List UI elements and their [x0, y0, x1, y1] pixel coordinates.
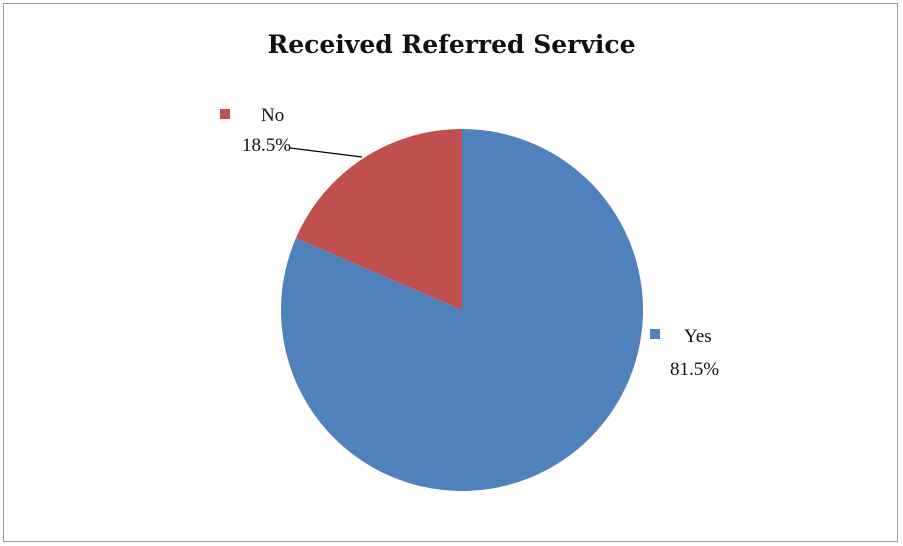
slice-label-no: No [261, 105, 284, 126]
chart-title: Received Referred Service [267, 30, 636, 59]
pie-slice-no [295, 129, 462, 310]
slice-label-yes: Yes [684, 326, 712, 347]
slice-value-no: 18.5% [242, 135, 291, 156]
legend-key-no [220, 109, 230, 119]
slice-value-yes: 81.5% [670, 359, 719, 380]
legend-key-yes [650, 329, 660, 339]
pie-slice-yes [281, 129, 644, 492]
leader-line-no [289, 147, 363, 158]
pie-slices [281, 129, 644, 492]
